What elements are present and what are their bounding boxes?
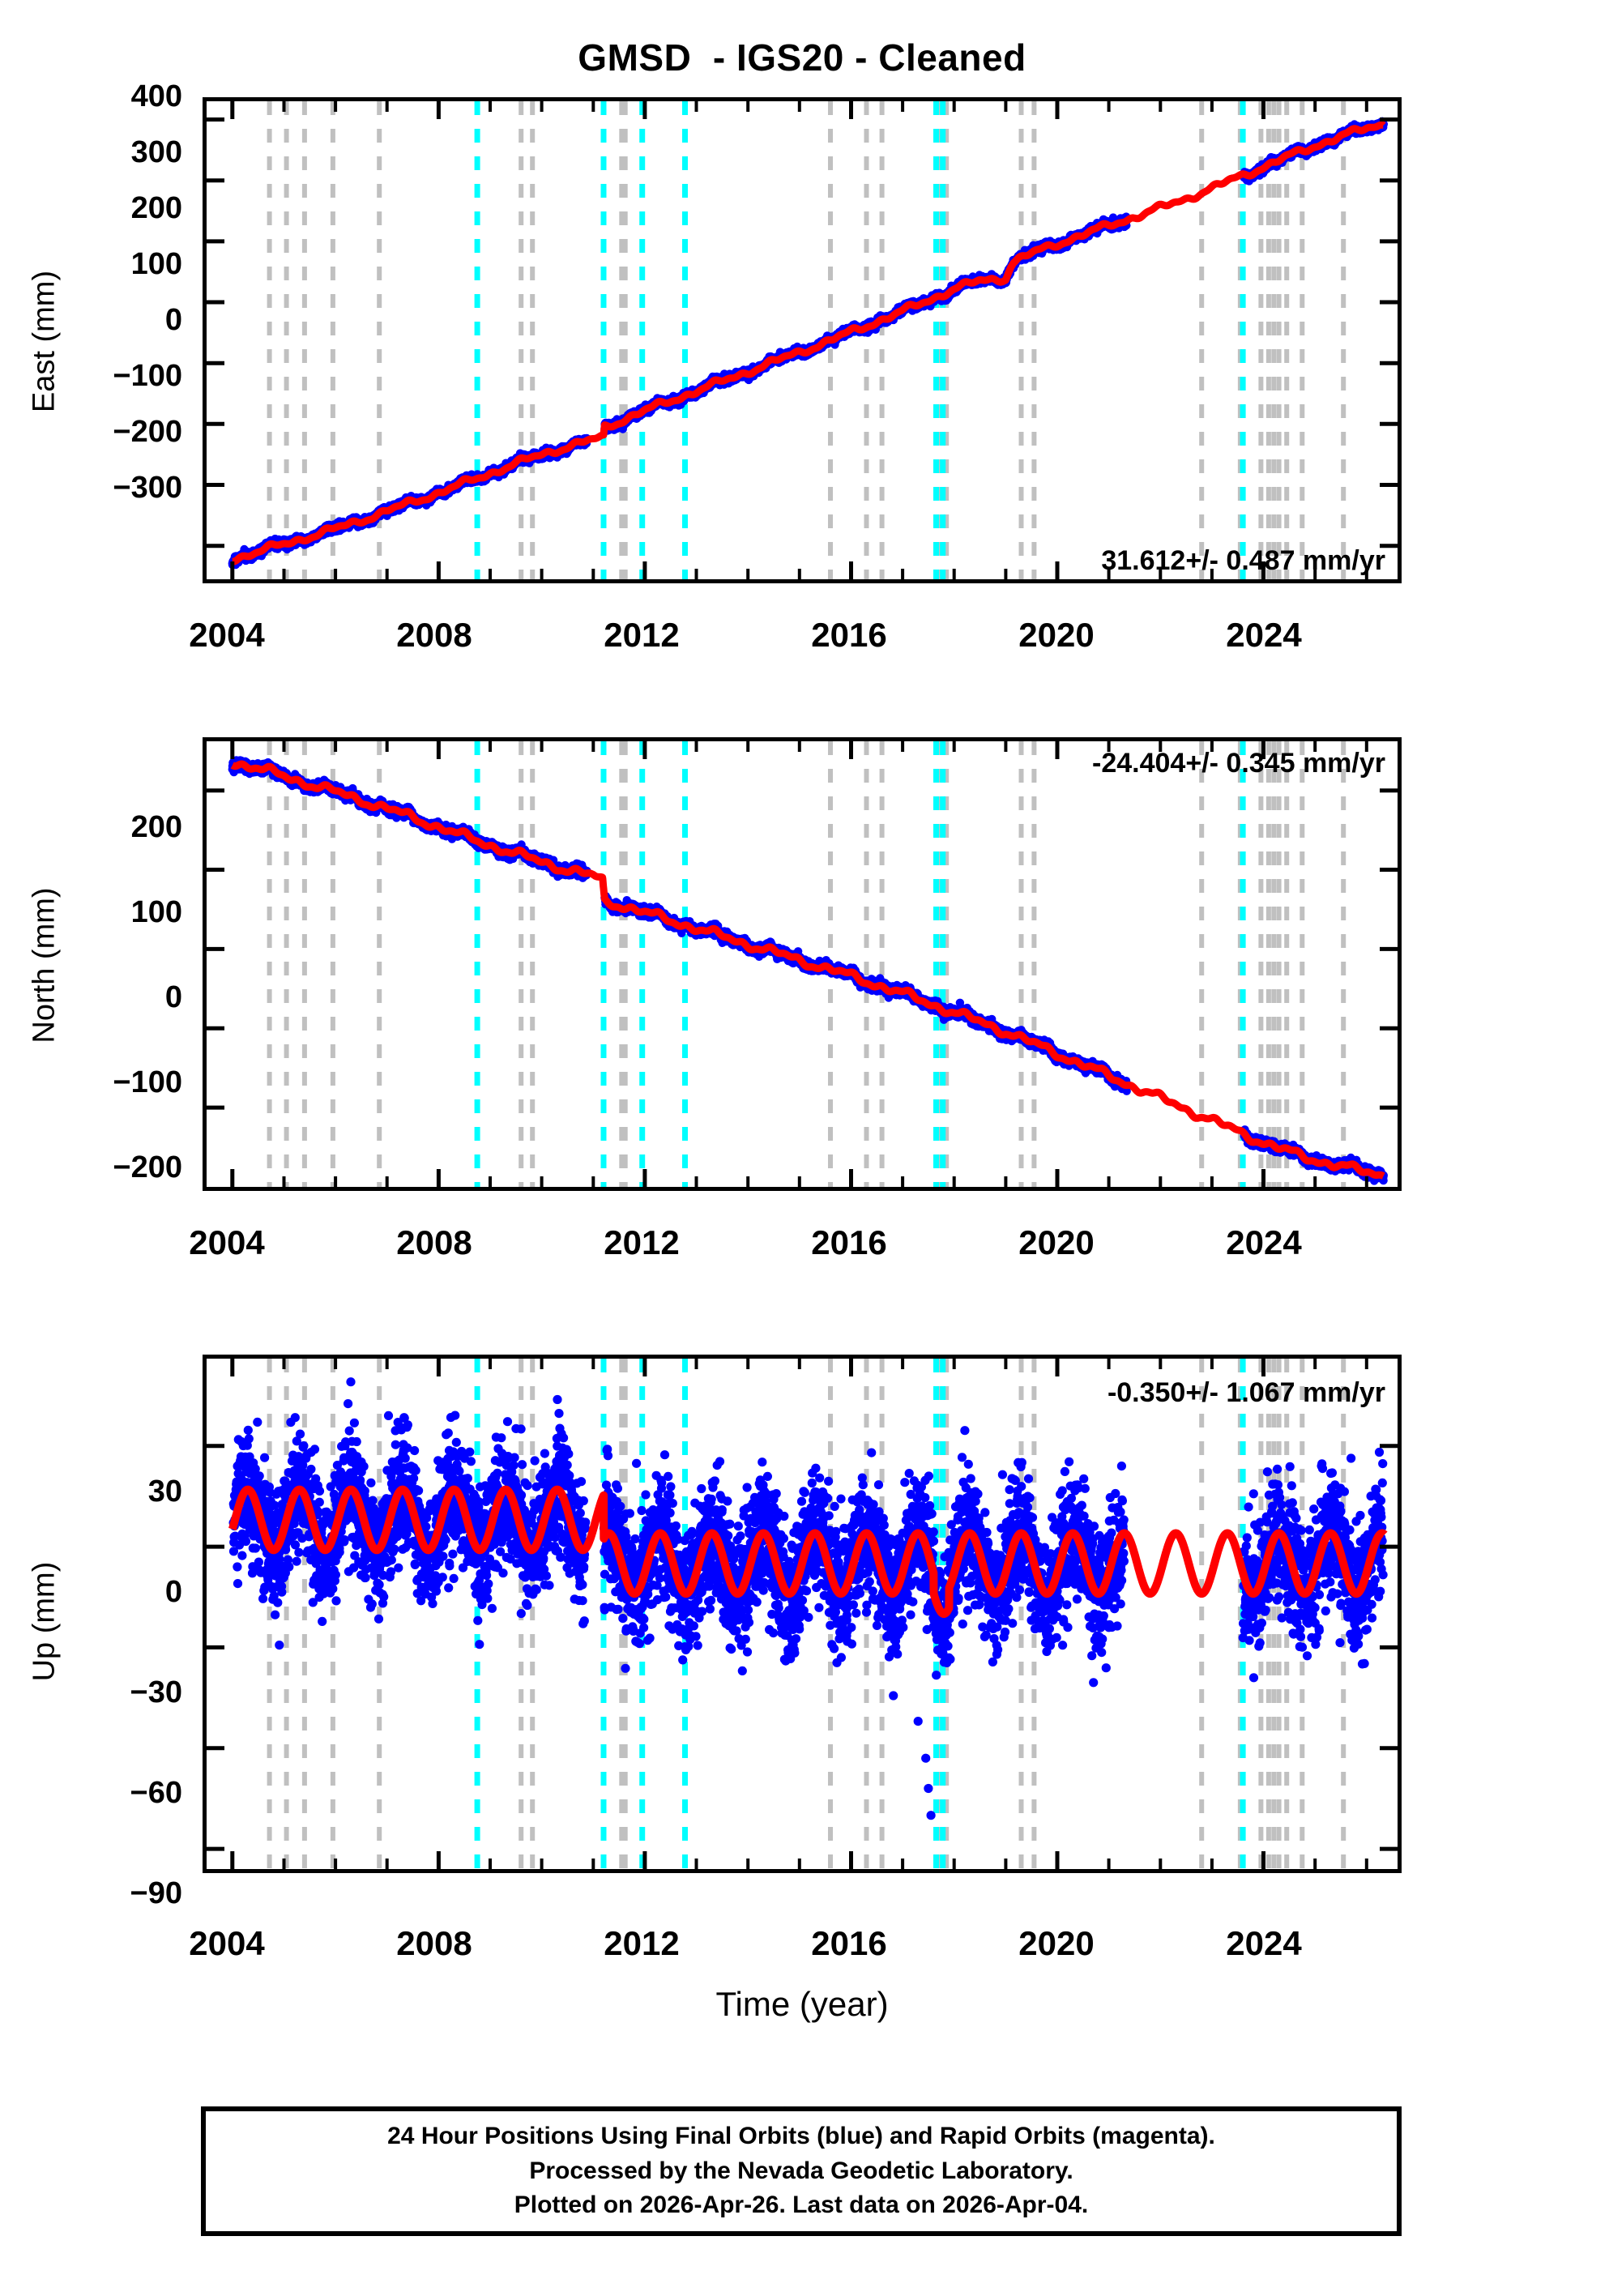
north-xtick: 2020 [1018, 1223, 1095, 1261]
panel-north [203, 737, 1402, 1191]
east-xtick: 2004 [189, 616, 265, 654]
up-ytick: 30 [147, 1474, 182, 1509]
east-xtick: 2020 [1018, 616, 1095, 654]
up-plot-area [207, 1359, 1398, 1869]
caption-box: 24 Hour Positions Using Final Orbits (bl… [201, 2106, 1402, 2236]
east-rate-annotation: 31.612+/- 0.487 mm/yr [1101, 545, 1385, 576]
north-ytick: 100 [130, 895, 182, 929]
caption-line: 24 Hour Positions Using Final Orbits (bl… [387, 2123, 1215, 2150]
panel-up [203, 1355, 1402, 1873]
north-plot-area [207, 741, 1398, 1187]
up-xtick: 2020 [1018, 1924, 1095, 1962]
east-ytick: 0 [164, 303, 182, 337]
north-ytick: −100 [113, 1065, 182, 1099]
north-xtick: 2012 [604, 1223, 680, 1261]
panel-east [203, 97, 1402, 583]
east-ytick: −100 [113, 359, 182, 393]
up-xtick: 2004 [189, 1924, 265, 1962]
north-xtick: 2024 [1226, 1223, 1302, 1261]
page-title: GMSD - IGS20 - Cleaned [578, 36, 1026, 79]
up-ytick: −30 [130, 1675, 182, 1709]
east-ytick: −300 [113, 471, 182, 505]
east-ytick: 400 [130, 79, 182, 113]
up-xtick: 2016 [811, 1924, 887, 1962]
east-xtick: 2008 [396, 616, 472, 654]
up-ytick: 0 [164, 1575, 182, 1609]
north-ytick: −200 [113, 1150, 182, 1184]
east-plot-area [207, 101, 1398, 579]
up-rate-annotation: -0.350+/- 1.067 mm/yr [1107, 1377, 1385, 1408]
caption-line: Plotted on 2026-Apr-26. Last data on 202… [514, 2191, 1089, 2219]
up-ytick: −90 [130, 1876, 182, 1910]
up-xtick: 2012 [604, 1924, 680, 1962]
east-xtick: 2012 [604, 616, 680, 654]
north-xtick: 2004 [189, 1223, 265, 1261]
east-ytick: 100 [130, 247, 182, 281]
east-xtick: 2024 [1226, 616, 1302, 654]
x-axis-label: Time (year) [715, 1985, 889, 2023]
east-ytick: −200 [113, 415, 182, 449]
north-rate-annotation: -24.404+/- 0.345 mm/yr [1092, 748, 1385, 779]
east-ytick: 200 [130, 191, 182, 225]
up-xtick: 2008 [396, 1924, 472, 1962]
north-xtick: 2008 [396, 1223, 472, 1261]
caption-line: Processed by the Nevada Geodetic Laborat… [529, 2157, 1073, 2184]
up-ytick: −60 [130, 1776, 182, 1810]
east-ytick: 300 [130, 135, 182, 169]
north-ytick: 200 [130, 810, 182, 844]
up-xtick: 2024 [1226, 1924, 1302, 1962]
north-xtick: 2016 [811, 1223, 887, 1261]
north-ytick: 0 [164, 980, 182, 1014]
east-xtick: 2016 [811, 616, 887, 654]
